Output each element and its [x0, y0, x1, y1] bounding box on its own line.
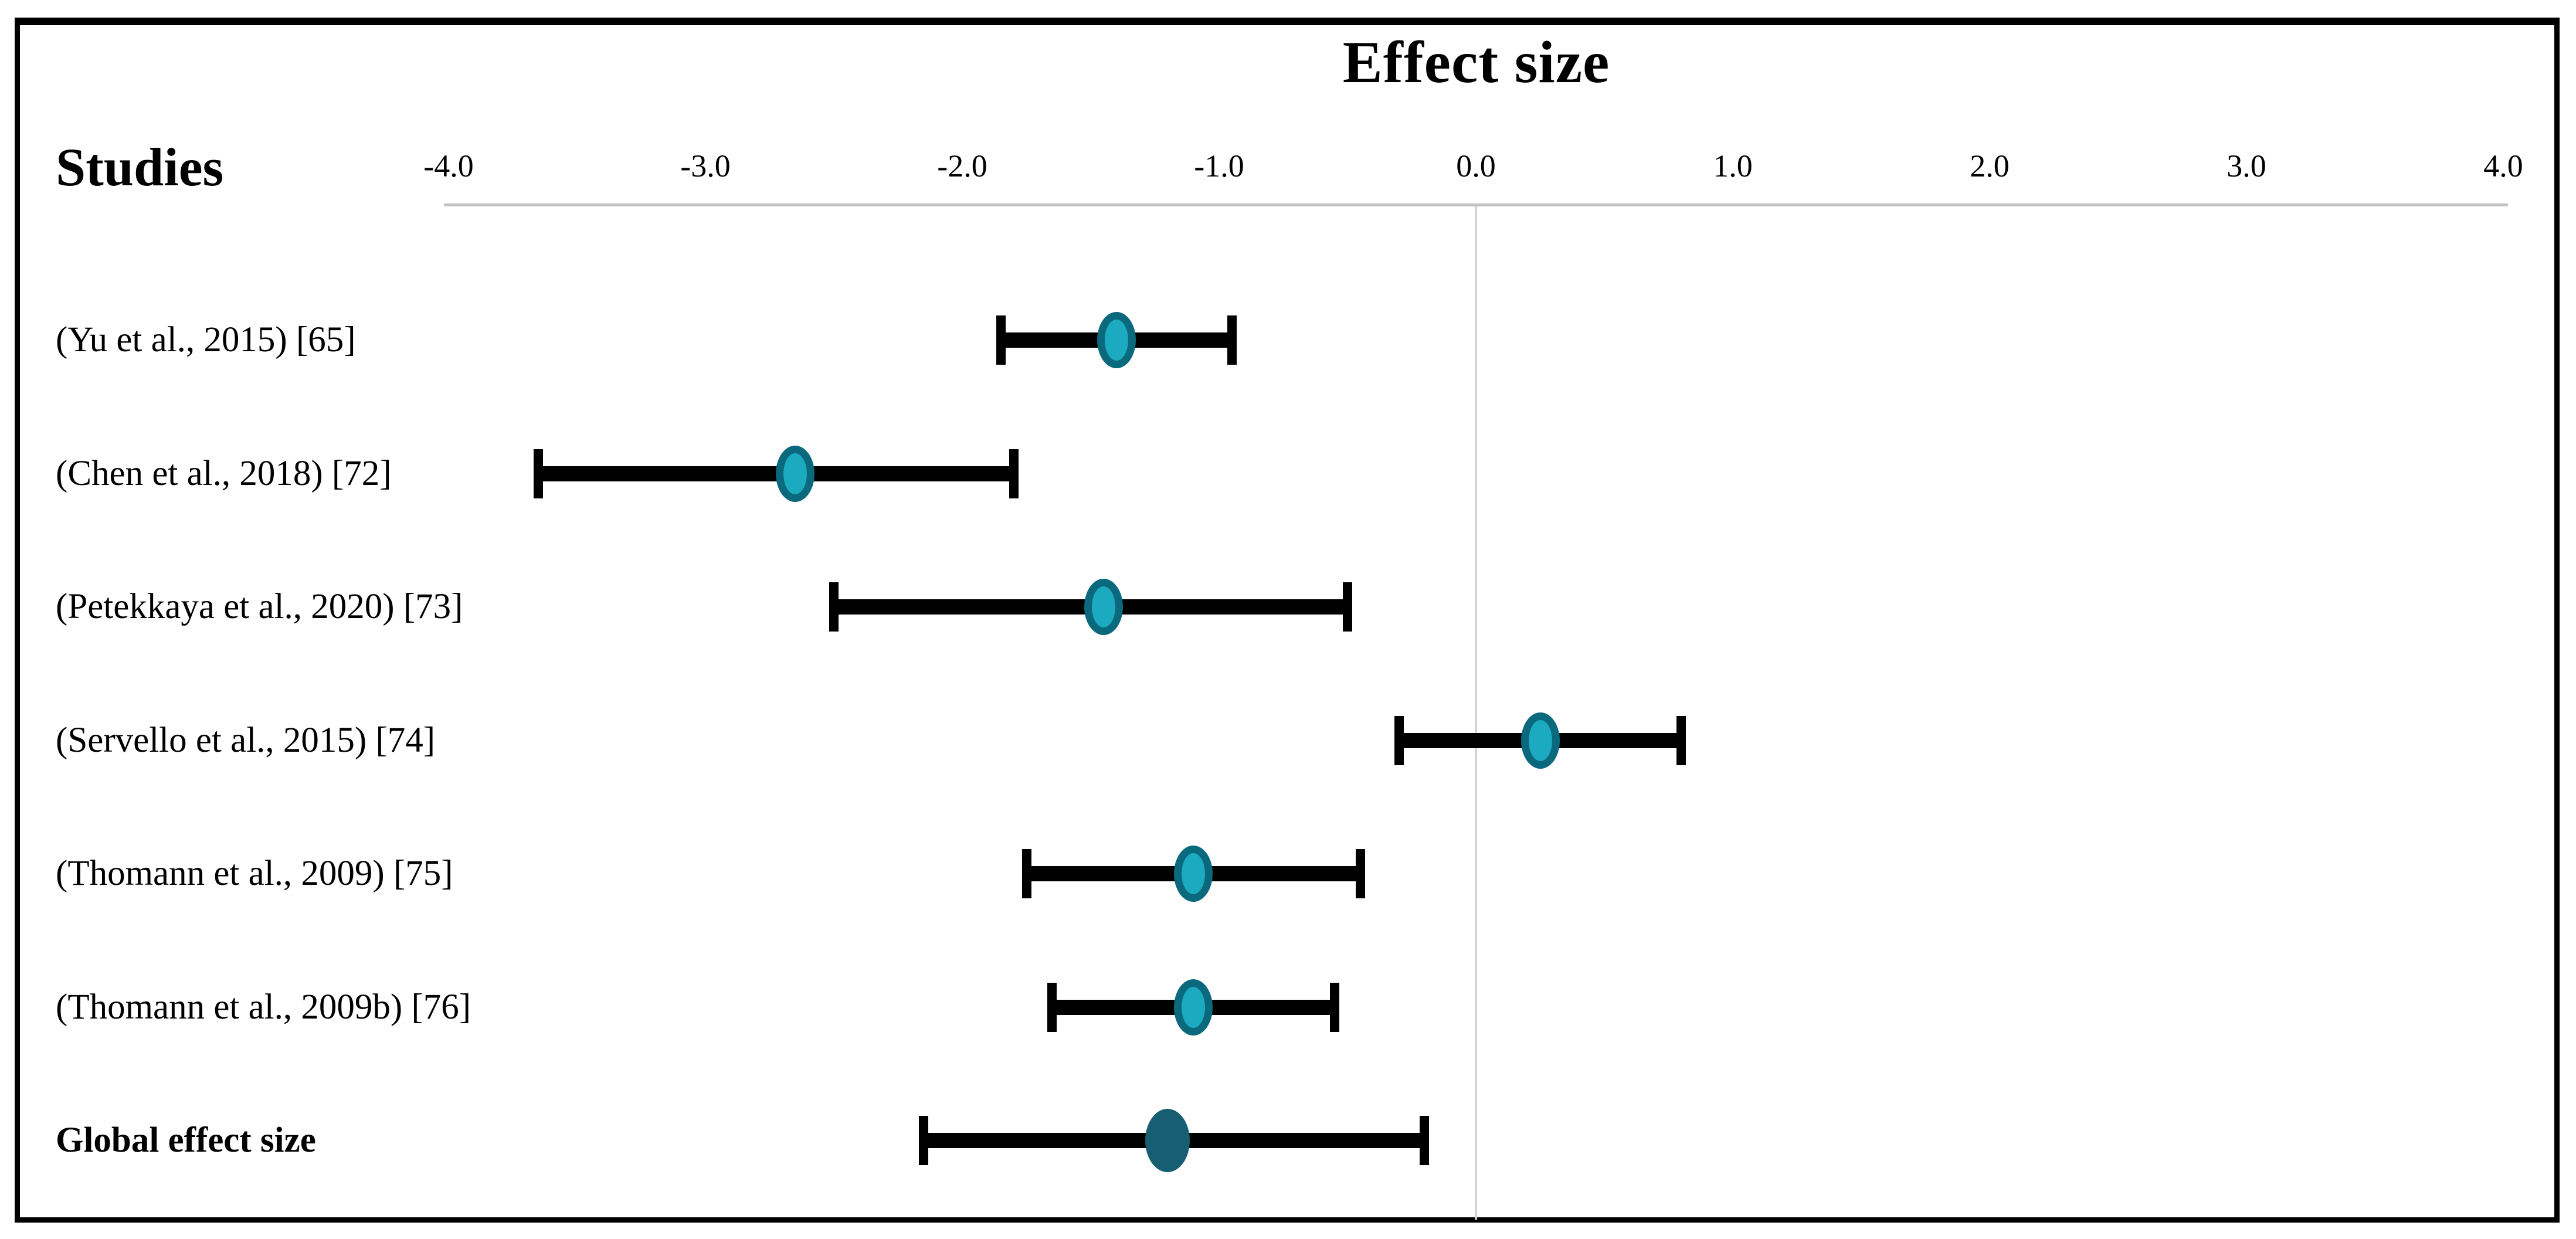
- ci-upper-cap: [1330, 982, 1340, 1032]
- ci-lower-cap: [996, 315, 1006, 365]
- x-axis-tick-label: -4.0: [423, 148, 474, 184]
- ci-upper-cap: [1676, 715, 1686, 765]
- effect-point-marker: [1521, 712, 1560, 769]
- zero-reference-line: [1475, 206, 1477, 1220]
- study-label: (Chen et al., 2018) [72]: [56, 453, 392, 493]
- ci-lower-cap: [919, 1116, 929, 1165]
- ci-upper-cap: [1227, 315, 1237, 365]
- effect-point-marker: [776, 445, 815, 502]
- x-axis-line: [444, 203, 2508, 206]
- ci-upper-cap: [1420, 1116, 1430, 1165]
- summary-effect-marker: [1145, 1109, 1190, 1172]
- x-axis-tick-label: -2.0: [937, 148, 987, 184]
- ci-lower-cap: [829, 582, 839, 632]
- x-axis-tick-label: 2.0: [1970, 148, 2010, 184]
- study-label: (Servello et al., 2015) [74]: [56, 720, 436, 760]
- x-axis-tick-label: 3.0: [2227, 148, 2266, 184]
- effect-point-marker: [1174, 846, 1213, 902]
- effect-point-marker: [1097, 312, 1136, 368]
- study-label: (Thomann et al., 2009) [75]: [56, 854, 453, 893]
- ci-upper-cap: [1009, 449, 1019, 498]
- effect-point-marker: [1174, 979, 1213, 1036]
- ci-upper-cap: [1343, 582, 1352, 632]
- study-label: (Yu et al., 2015) [65]: [56, 320, 356, 359]
- figure-border-frame: [15, 18, 2560, 1223]
- x-axis-tick-label: -3.0: [680, 148, 731, 184]
- ci-lower-cap: [1021, 849, 1031, 898]
- ci-lower-cap: [534, 449, 544, 498]
- study-label: (Petekkaya et al., 2020) [73]: [56, 587, 463, 626]
- study-label: Global effect size: [56, 1121, 316, 1160]
- x-axis-tick-label: 4.0: [2483, 148, 2523, 184]
- x-axis-tick-label: 1.0: [1713, 148, 1753, 184]
- study-label: (Thomann et al., 2009b) [76]: [56, 987, 471, 1027]
- x-axis-tick-label: -1.0: [1194, 148, 1244, 184]
- ci-upper-cap: [1355, 849, 1365, 898]
- chart-title: Effect size: [1342, 29, 1610, 96]
- effect-point-marker: [1084, 579, 1123, 635]
- ci-lower-cap: [1394, 715, 1404, 765]
- studies-column-header: Studies: [56, 137, 224, 197]
- ci-lower-cap: [1047, 982, 1057, 1032]
- x-axis-tick-label: 0.0: [1456, 148, 1496, 184]
